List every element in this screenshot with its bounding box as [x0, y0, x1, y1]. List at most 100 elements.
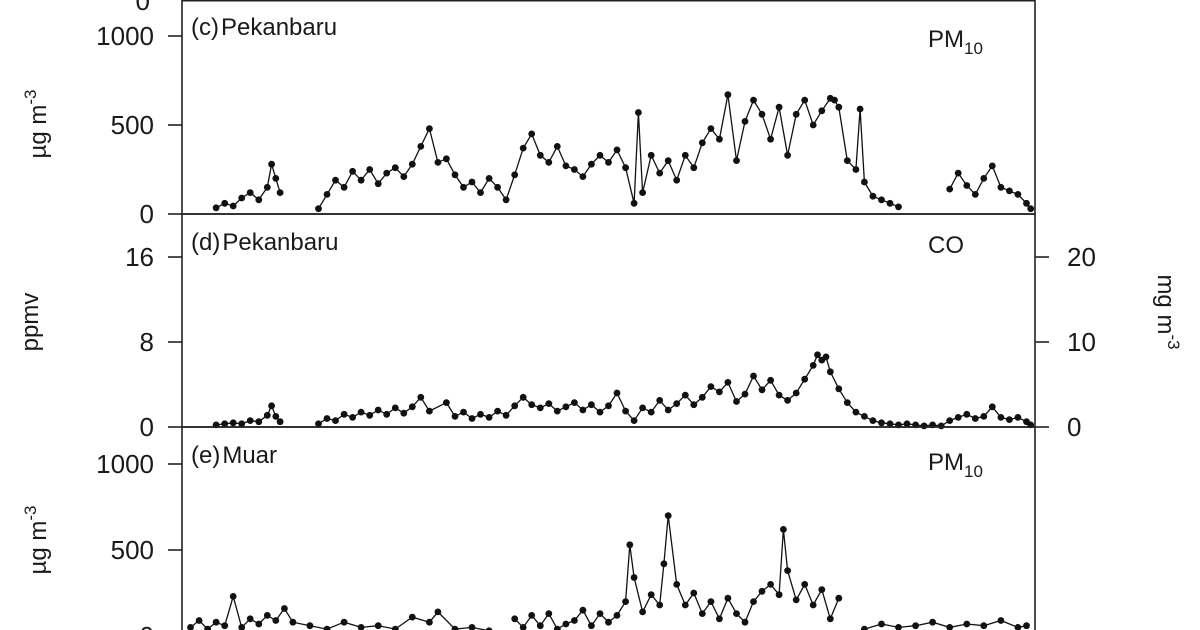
- panel-e-point-71: [929, 618, 936, 626]
- panel-c-point-46: [622, 164, 629, 172]
- panel-e-point-15: [340, 618, 348, 626]
- panel-e-point-37: [613, 612, 621, 619]
- panel-d-point-8: [272, 413, 280, 420]
- panel-c-point-13: [340, 183, 348, 191]
- panel-d-point-21: [408, 403, 416, 411]
- panel-e-point-57: [767, 581, 774, 588]
- panel-c-species-label: PM10: [928, 26, 983, 58]
- panel-c-point-67: [792, 110, 800, 118]
- panel-c-point-22: [417, 143, 425, 150]
- panel-e-point-58: [775, 591, 783, 599]
- panel-e-point-49: [698, 610, 706, 617]
- panel-d-panel-label: (d)Pekanbaru: [191, 229, 338, 256]
- panel-e-ytick-label-2: 1000: [96, 449, 154, 479]
- panel-d-point-93: [1014, 414, 1022, 421]
- panel-d-point-87: [963, 410, 971, 418]
- panel-e-point-43: [656, 601, 664, 609]
- panel-c-point-54: [681, 151, 689, 159]
- panel-d-point-40: [579, 406, 587, 414]
- panel-d-point-36: [545, 400, 553, 407]
- panel-d-point-28: [477, 410, 484, 418]
- panel-e-point-7: [246, 615, 254, 623]
- panel-e-point-8: [255, 620, 263, 628]
- panel-d-point-20: [400, 409, 408, 417]
- panel-d-tag: (d): [191, 229, 220, 256]
- panel-d-point-67: [809, 362, 817, 369]
- panel-d-point-52: [681, 391, 689, 399]
- panel-d-point-80: [903, 420, 911, 428]
- panel-c-point-70: [818, 107, 826, 115]
- panel-d-point-31: [502, 411, 510, 419]
- panel-d-point-10: [315, 420, 322, 428]
- panel-b-zero-tick-label: 0: [136, 0, 150, 16]
- panel-e-ylabel-exponent: -3: [21, 506, 40, 521]
- panel-d-point-65: [792, 389, 800, 397]
- panel-e-point-20: [426, 618, 433, 626]
- panel-c-point-29: [477, 189, 484, 197]
- panel-c-point-15: [357, 176, 365, 184]
- panel-c-y-axis: 0 500 1000: [96, 21, 182, 229]
- panel-c-point-14: [349, 167, 356, 175]
- panel-c-point-78: [869, 192, 877, 200]
- panel-c-point-3: [238, 194, 246, 202]
- panel-c-point-66: [784, 151, 791, 159]
- panel-e-ytick-label-0: 0: [140, 621, 154, 630]
- panel-c-point-74: [843, 157, 851, 165]
- panel-d-point-59: [741, 390, 749, 398]
- panel-e-point-52: [724, 594, 732, 602]
- panel-c-point-30: [485, 175, 493, 182]
- panel-c-ylabel: µg m-3: [21, 90, 52, 159]
- panel-c-point-49: [639, 189, 646, 197]
- panel-c-point-84: [963, 182, 971, 189]
- panel-e-species-subscript: 10: [964, 462, 983, 481]
- panel-c-point-4: [246, 189, 254, 197]
- panel-d-point-12: [332, 417, 339, 424]
- panel-c-series: [212, 91, 1035, 213]
- panel-e-point-34: [588, 622, 595, 630]
- panel-e-point-31: [562, 620, 570, 628]
- panel-c-point-38: [553, 143, 561, 150]
- panel-e-point-9: [263, 612, 271, 619]
- panel-c-point-53: [673, 176, 681, 184]
- panel-d-point-42: [596, 408, 604, 416]
- panel-c-point-36: [536, 151, 544, 159]
- panel-c-point-45: [613, 146, 621, 154]
- panel-e-ylabel: µg m-3: [21, 506, 52, 575]
- panel-c-point-79: [878, 196, 885, 204]
- panel-c-point-31: [494, 183, 501, 191]
- panel-d-y-axis: 0 8 16: [125, 242, 182, 442]
- panel-c-point-2: [229, 202, 237, 210]
- panel-e-species: PM: [928, 449, 964, 476]
- panel-d-point-60: [750, 372, 757, 380]
- panel-e-point-38: [622, 598, 629, 605]
- panel-d-point-74: [852, 408, 860, 416]
- panel-c-point-89: [1006, 187, 1013, 195]
- panel-c-point-48: [635, 109, 642, 116]
- panel-c-point-75: [852, 166, 860, 173]
- panel-e-point-59: [780, 526, 787, 533]
- panel-c-point-8: [272, 175, 280, 182]
- panel-e-y-axis: 0 500 1000: [96, 449, 182, 630]
- panel-e-station: Muar: [222, 442, 277, 469]
- panel-d-ytick-label-1: 8: [140, 327, 154, 357]
- panel-d-point-54: [698, 393, 706, 401]
- panel-e-point-62: [801, 581, 809, 588]
- panel-c-point-86: [980, 175, 988, 182]
- panel-e-point-50: [707, 598, 715, 605]
- panel-d-point-14: [349, 414, 356, 421]
- panel-d-point-75: [861, 413, 868, 420]
- panel-d-point-24: [443, 399, 450, 406]
- panel-c-panel-label: (c)Pekanbaru: [191, 14, 337, 41]
- panel-e-point-63: [809, 601, 817, 609]
- panel-d-right-tick-label-1: 10: [1067, 327, 1096, 357]
- panel-e-species-label: PM10: [928, 449, 983, 481]
- panel-d-point-89: [980, 413, 988, 420]
- panel-c-point-37: [545, 159, 553, 166]
- panel-d-point-70: [822, 353, 830, 361]
- panel-e-point-51: [716, 615, 723, 623]
- panel-d-point-7: [268, 402, 275, 410]
- panel-e-point-68: [878, 620, 885, 628]
- panel-e-point-13: [306, 622, 314, 630]
- panel-e-ytick-label-1: 500: [111, 535, 154, 565]
- panel-e-point-74: [980, 622, 988, 630]
